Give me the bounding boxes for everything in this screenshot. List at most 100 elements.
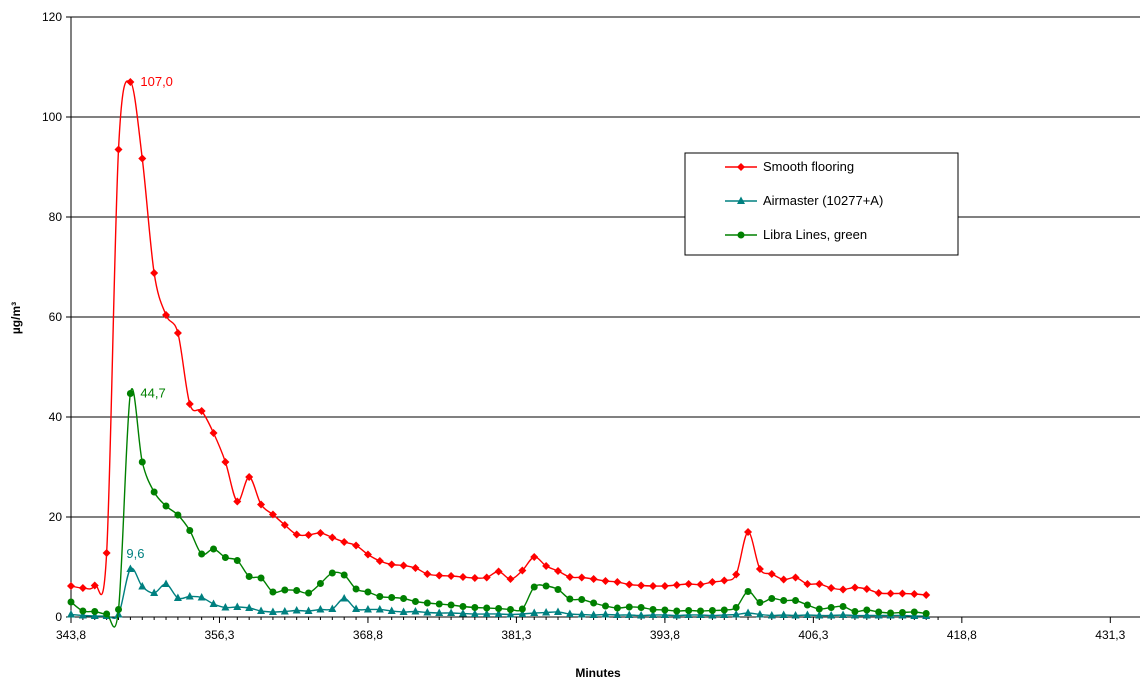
x-axis: 343,8 356,3 368,8 381,3 393,8 406,3 418,8 431,3	[56, 616, 1140, 642]
data-point	[839, 585, 848, 594]
data-point	[173, 593, 182, 601]
data-point	[684, 580, 693, 588]
data-point	[874, 589, 883, 597]
data-point	[375, 557, 384, 565]
data-point	[482, 609, 491, 617]
data-point	[887, 609, 895, 617]
data-point	[554, 586, 562, 593]
data-point	[590, 599, 598, 607]
data-point	[672, 611, 681, 619]
data-point	[340, 571, 348, 579]
data-point	[447, 608, 456, 616]
data-point	[578, 596, 586, 603]
data-point	[684, 610, 693, 618]
data-point	[78, 584, 87, 592]
legend: Smooth flooring Airmaster (10277+A) Libra …	[684, 152, 959, 256]
data-point	[672, 581, 681, 589]
data-point	[625, 610, 634, 618]
y-tick-label: 20	[49, 510, 63, 524]
data-point	[138, 154, 147, 163]
data-point	[293, 587, 301, 594]
data-point	[839, 610, 848, 618]
data-point	[803, 580, 812, 588]
x-tick-label: 381,3	[501, 628, 531, 642]
data-point	[744, 608, 753, 616]
data-point	[186, 527, 194, 534]
data-point	[470, 609, 479, 617]
y-tick-label: 40	[49, 410, 63, 424]
data-point	[79, 607, 87, 615]
data-point	[91, 608, 99, 615]
data-point	[685, 607, 693, 614]
data-point	[257, 500, 266, 509]
data-point	[744, 588, 752, 595]
data-point	[553, 567, 562, 575]
data-point	[863, 606, 871, 614]
y-axis-title: µg/m³	[9, 302, 23, 334]
legend-item: Smooth flooring	[725, 159, 854, 174]
y-tick-label: 0	[55, 610, 62, 624]
data-point	[506, 575, 515, 583]
data-point	[471, 604, 479, 611]
data-point	[661, 606, 669, 614]
data-point	[281, 586, 289, 594]
data-point	[185, 400, 194, 408]
data-point	[673, 607, 681, 615]
legend-swatch-marker	[737, 196, 745, 204]
data-point	[637, 604, 645, 611]
data-point	[150, 269, 159, 277]
data-point	[268, 607, 277, 615]
data-point	[506, 610, 515, 618]
data-point	[625, 603, 633, 611]
data-point	[138, 458, 146, 466]
data-point	[340, 538, 349, 546]
data-point	[67, 598, 75, 606]
data-point	[660, 610, 669, 618]
data-point	[411, 607, 420, 615]
data-point	[376, 593, 384, 600]
data-point	[518, 566, 527, 575]
data-point	[850, 583, 859, 592]
data-point	[316, 605, 325, 613]
data-point	[90, 611, 99, 619]
data-point	[922, 610, 930, 617]
data-point	[423, 599, 431, 607]
data-point	[732, 610, 741, 618]
data-point	[577, 573, 586, 582]
data-point	[257, 574, 265, 582]
y-tick-label: 60	[49, 310, 63, 324]
data-point	[495, 605, 503, 612]
y-tick-label: 100	[42, 110, 62, 124]
data-point	[340, 594, 349, 602]
data-point	[245, 473, 254, 481]
legend-label: Airmaster (10277+A)	[763, 193, 883, 208]
data-point	[601, 610, 610, 618]
data-point	[363, 550, 372, 559]
data-point	[792, 597, 800, 604]
data-point	[756, 599, 764, 606]
legend-item: Libra Lines, green	[725, 227, 867, 242]
data-point	[815, 605, 823, 613]
data-point	[565, 609, 574, 617]
data-point	[494, 567, 503, 576]
data-point	[530, 553, 539, 561]
data-point	[720, 606, 728, 614]
data-point	[779, 575, 788, 584]
data-point	[245, 573, 253, 580]
data-point	[767, 611, 776, 619]
data-point	[459, 603, 467, 610]
data-point	[613, 604, 621, 612]
data-point	[103, 610, 111, 618]
data-point	[67, 610, 75, 618]
data-point	[245, 603, 254, 611]
data-point	[910, 590, 919, 598]
data-point	[90, 581, 99, 590]
data-point	[162, 311, 171, 319]
data-point	[530, 583, 538, 591]
legend-item: Airmaster (10277+A)	[725, 193, 883, 208]
data-point	[898, 609, 906, 616]
data-point	[601, 577, 610, 585]
legend-swatch-marker	[737, 231, 745, 239]
legend-label: Smooth flooring	[763, 159, 854, 174]
data-label: 44,7	[140, 386, 165, 401]
